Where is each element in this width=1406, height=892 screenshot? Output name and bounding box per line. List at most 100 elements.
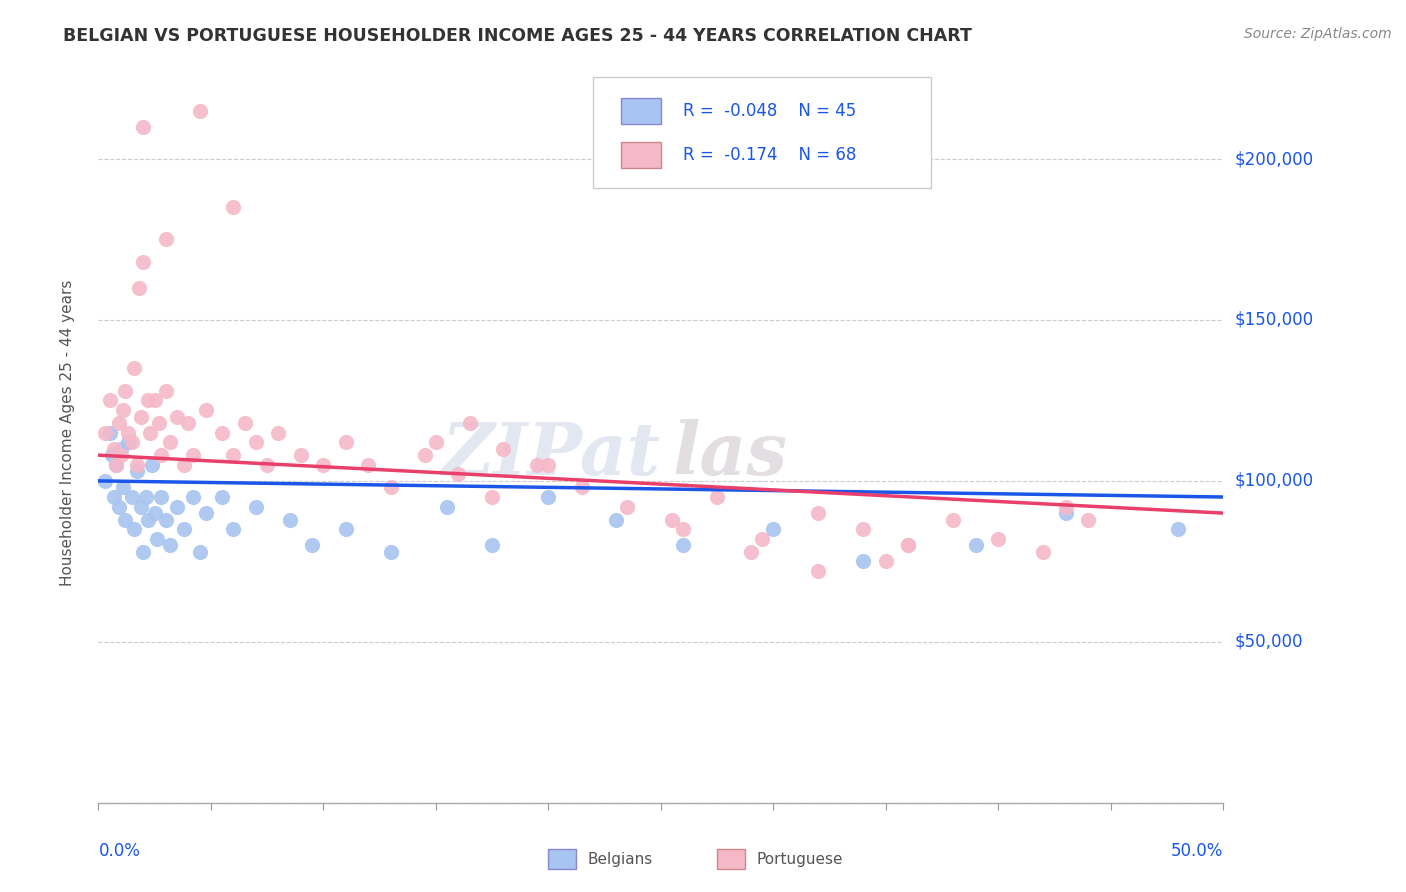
Point <box>706 490 728 504</box>
FancyBboxPatch shape <box>717 848 745 870</box>
Point <box>335 522 357 536</box>
Point <box>807 506 830 520</box>
Point <box>148 416 170 430</box>
Text: $50,000: $50,000 <box>1234 632 1303 651</box>
Point <box>117 435 139 450</box>
Point <box>458 416 481 430</box>
Point <box>107 416 129 430</box>
Point <box>195 403 218 417</box>
Point <box>110 442 132 456</box>
Point <box>166 409 188 424</box>
Point <box>211 490 233 504</box>
Point <box>1054 500 1077 514</box>
Point <box>139 425 162 440</box>
FancyBboxPatch shape <box>593 78 931 188</box>
Point <box>101 448 124 462</box>
Point <box>155 384 177 398</box>
FancyBboxPatch shape <box>621 97 661 123</box>
Point <box>380 545 402 559</box>
Point <box>132 120 155 134</box>
Point <box>143 393 166 408</box>
Point <box>94 474 117 488</box>
Point <box>481 538 503 552</box>
Point <box>740 545 762 559</box>
Point <box>492 442 515 456</box>
Point <box>357 458 380 472</box>
Point <box>222 448 245 462</box>
Point <box>146 532 169 546</box>
Text: R =  -0.174    N = 68: R = -0.174 N = 68 <box>683 146 856 164</box>
Point <box>195 506 218 520</box>
Point <box>117 425 139 440</box>
Point <box>425 435 447 450</box>
Point <box>105 458 128 472</box>
Point <box>150 490 173 504</box>
Point <box>965 538 987 552</box>
Point <box>222 522 245 536</box>
Point <box>128 281 150 295</box>
Text: Portuguese: Portuguese <box>756 852 844 866</box>
Point <box>125 464 148 478</box>
Point <box>94 425 117 440</box>
Point <box>222 200 245 214</box>
Point <box>1167 522 1189 536</box>
Point <box>278 512 301 526</box>
Point <box>245 500 267 514</box>
Point <box>155 512 177 526</box>
Text: $200,000: $200,000 <box>1234 150 1313 168</box>
Point <box>141 458 163 472</box>
Point <box>112 403 135 417</box>
Point <box>537 490 560 504</box>
Point <box>155 232 177 246</box>
Point <box>98 425 121 440</box>
Point <box>129 500 152 514</box>
Point <box>105 458 128 472</box>
Point <box>166 500 188 514</box>
Y-axis label: Householder Income Ages 25 - 44 years: Householder Income Ages 25 - 44 years <box>60 279 75 586</box>
Point <box>571 480 593 494</box>
Point <box>135 490 157 504</box>
Point <box>132 255 155 269</box>
Text: ZIPat: ZIPat <box>441 419 661 491</box>
Point <box>103 490 125 504</box>
Point <box>413 448 436 462</box>
Point <box>173 458 195 472</box>
Point <box>181 448 204 462</box>
FancyBboxPatch shape <box>548 848 576 870</box>
Point <box>110 448 132 462</box>
Point <box>181 490 204 504</box>
Point <box>852 522 875 536</box>
Point <box>136 512 159 526</box>
Point <box>211 425 233 440</box>
Point <box>436 500 458 514</box>
Point <box>150 448 173 462</box>
Text: Source: ZipAtlas.com: Source: ZipAtlas.com <box>1244 27 1392 41</box>
Point <box>1032 545 1054 559</box>
Point <box>124 361 146 376</box>
Point <box>107 500 129 514</box>
Point <box>188 545 211 559</box>
Point <box>672 538 695 552</box>
Point <box>526 458 548 472</box>
Point <box>312 458 335 472</box>
Point <box>103 442 125 456</box>
Text: las: las <box>672 419 787 491</box>
Point <box>143 506 166 520</box>
Point <box>124 522 146 536</box>
Point <box>132 545 155 559</box>
Point <box>112 480 135 494</box>
Point <box>267 425 290 440</box>
Point <box>136 393 159 408</box>
Point <box>159 435 181 450</box>
Point <box>114 384 136 398</box>
Point <box>188 103 211 118</box>
Text: Belgians: Belgians <box>588 852 652 866</box>
Point <box>605 512 627 526</box>
Point <box>807 564 830 578</box>
Point <box>380 480 402 494</box>
Point <box>290 448 312 462</box>
Point <box>987 532 1010 546</box>
Point <box>1077 512 1099 526</box>
Point <box>616 500 638 514</box>
Point <box>661 512 683 526</box>
